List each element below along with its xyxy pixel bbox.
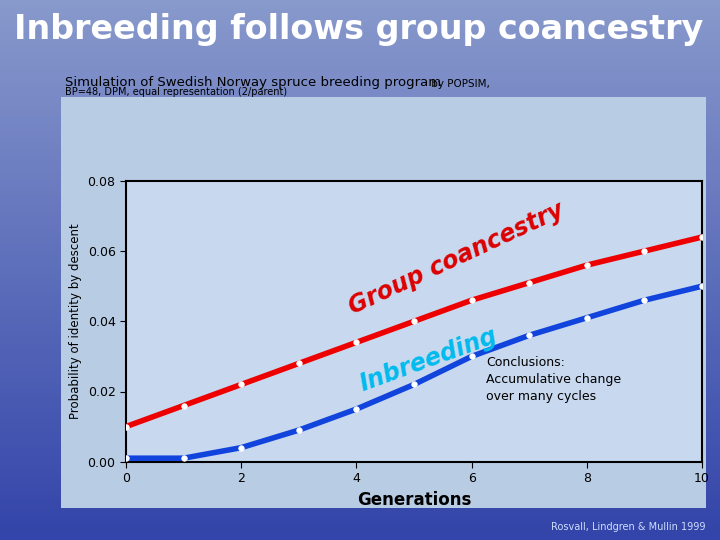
Text: Inbreeding follows group coancestry: Inbreeding follows group coancestry [14, 14, 703, 46]
Text: Rosvall, Lindgren & Mullin 1999: Rosvall, Lindgren & Mullin 1999 [551, 522, 706, 532]
Text: Group coancestry: Group coancestry [345, 198, 568, 319]
Text: Conclusions:
Accumulative change
over many cycles: Conclusions: Accumulative change over ma… [486, 356, 621, 403]
Text: BP=48, DPM, equal representation (2/parent): BP=48, DPM, equal representation (2/pare… [65, 87, 287, 97]
Text: by POPSIM,: by POPSIM, [428, 79, 490, 89]
FancyBboxPatch shape [42, 85, 720, 520]
Y-axis label: Probability of identity by descent: Probability of identity by descent [69, 224, 82, 419]
Text: Simulation of Swedish Norway spruce breeding program: Simulation of Swedish Norway spruce bree… [65, 76, 441, 89]
Text: Inbreeding: Inbreeding [356, 325, 500, 396]
X-axis label: Generations: Generations [357, 491, 471, 509]
